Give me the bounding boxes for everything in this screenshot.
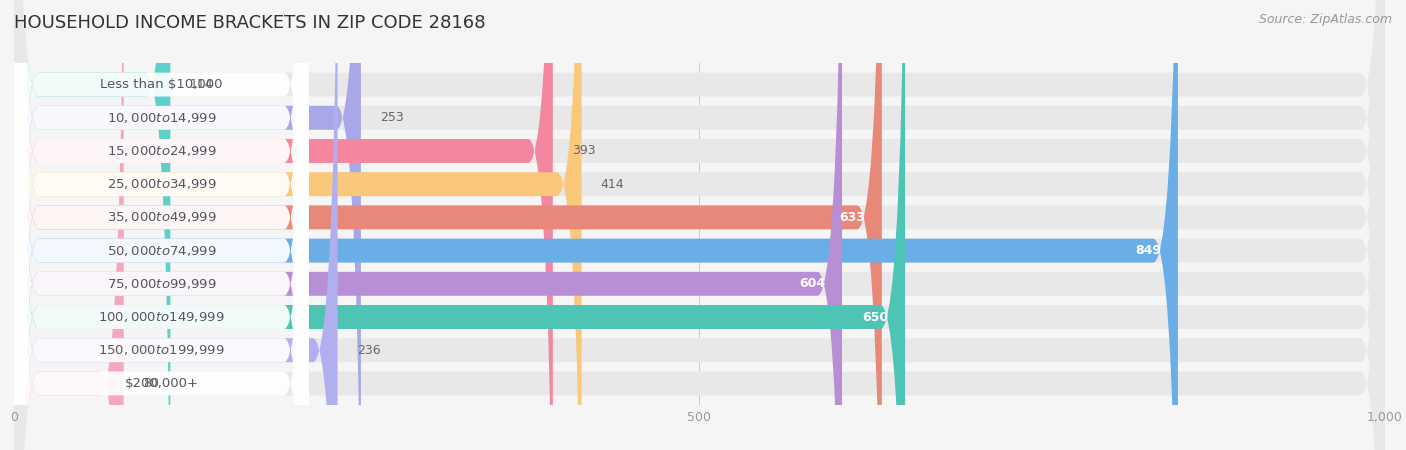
FancyBboxPatch shape	[14, 0, 905, 450]
FancyBboxPatch shape	[14, 0, 1385, 450]
Text: $150,000 to $199,999: $150,000 to $199,999	[98, 343, 225, 357]
FancyBboxPatch shape	[14, 0, 1385, 450]
FancyBboxPatch shape	[14, 0, 1385, 450]
Text: 80: 80	[143, 377, 159, 390]
FancyBboxPatch shape	[14, 0, 842, 450]
FancyBboxPatch shape	[14, 0, 309, 450]
FancyBboxPatch shape	[14, 0, 1385, 450]
FancyBboxPatch shape	[14, 0, 1385, 450]
Text: $200,000+: $200,000+	[124, 377, 198, 390]
Text: HOUSEHOLD INCOME BRACKETS IN ZIP CODE 28168: HOUSEHOLD INCOME BRACKETS IN ZIP CODE 28…	[14, 14, 485, 32]
Text: $75,000 to $99,999: $75,000 to $99,999	[107, 277, 217, 291]
Text: $35,000 to $49,999: $35,000 to $49,999	[107, 211, 217, 225]
Text: $15,000 to $24,999: $15,000 to $24,999	[107, 144, 217, 158]
FancyBboxPatch shape	[14, 0, 1385, 450]
FancyBboxPatch shape	[14, 0, 1385, 450]
FancyBboxPatch shape	[14, 0, 309, 450]
FancyBboxPatch shape	[14, 0, 553, 450]
FancyBboxPatch shape	[14, 0, 1385, 450]
FancyBboxPatch shape	[14, 0, 1385, 450]
Text: 414: 414	[600, 178, 624, 191]
FancyBboxPatch shape	[14, 0, 1178, 450]
Text: $10,000 to $14,999: $10,000 to $14,999	[107, 111, 217, 125]
FancyBboxPatch shape	[14, 0, 309, 450]
FancyBboxPatch shape	[14, 0, 309, 450]
Text: Source: ZipAtlas.com: Source: ZipAtlas.com	[1258, 14, 1392, 27]
FancyBboxPatch shape	[14, 0, 882, 450]
Text: $25,000 to $34,999: $25,000 to $34,999	[107, 177, 217, 191]
FancyBboxPatch shape	[14, 0, 1385, 450]
Text: 633: 633	[839, 211, 865, 224]
FancyBboxPatch shape	[14, 0, 309, 450]
FancyBboxPatch shape	[14, 0, 309, 450]
Text: $50,000 to $74,999: $50,000 to $74,999	[107, 243, 217, 257]
Text: $100,000 to $149,999: $100,000 to $149,999	[98, 310, 225, 324]
Text: 114: 114	[190, 78, 214, 91]
FancyBboxPatch shape	[14, 0, 170, 450]
FancyBboxPatch shape	[14, 0, 337, 450]
Text: 236: 236	[357, 344, 381, 357]
Text: 393: 393	[572, 144, 596, 158]
Text: Less than $10,000: Less than $10,000	[100, 78, 222, 91]
FancyBboxPatch shape	[14, 0, 309, 450]
Text: 650: 650	[862, 310, 889, 324]
FancyBboxPatch shape	[14, 0, 124, 450]
Text: 849: 849	[1136, 244, 1161, 257]
FancyBboxPatch shape	[14, 0, 361, 450]
Text: 604: 604	[800, 277, 825, 290]
Text: 253: 253	[380, 111, 404, 124]
FancyBboxPatch shape	[14, 0, 582, 450]
FancyBboxPatch shape	[14, 0, 309, 450]
FancyBboxPatch shape	[14, 0, 309, 450]
FancyBboxPatch shape	[14, 0, 309, 450]
